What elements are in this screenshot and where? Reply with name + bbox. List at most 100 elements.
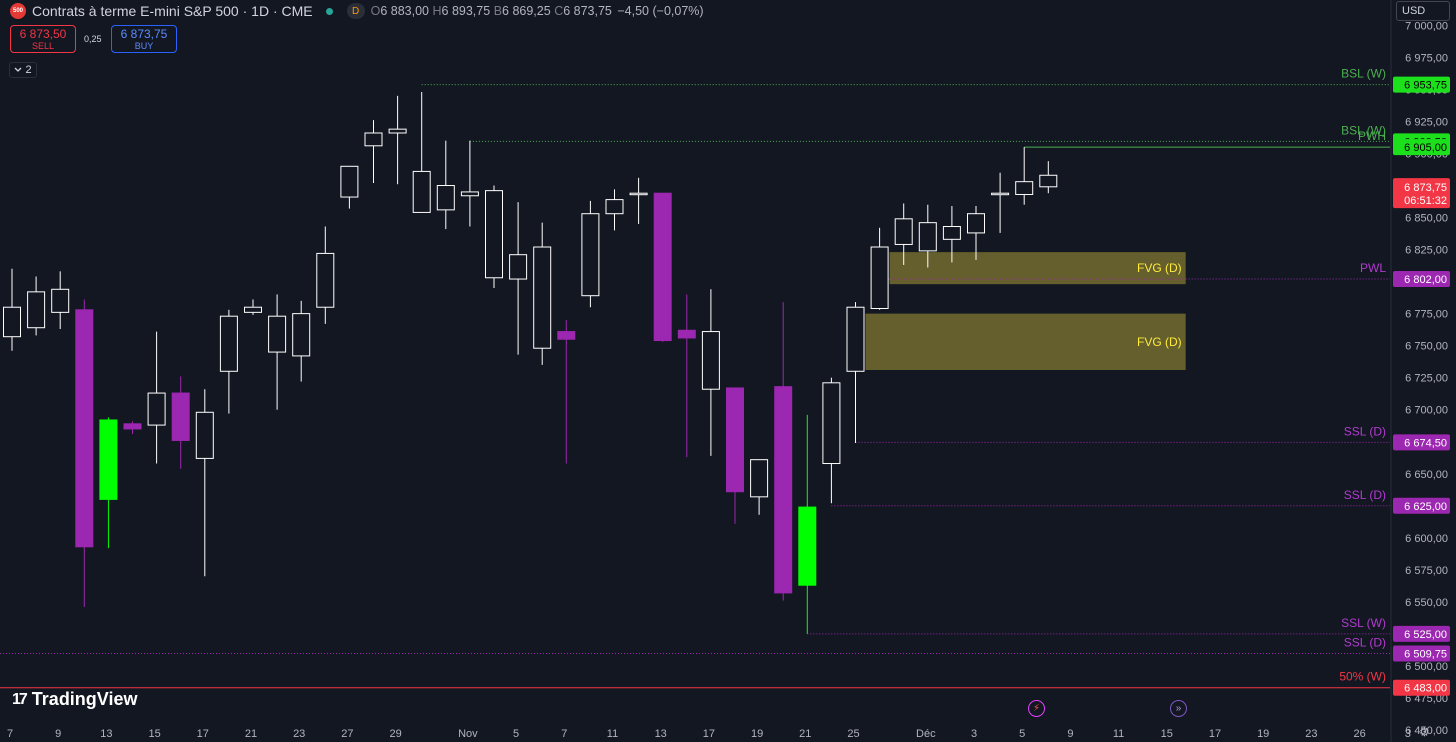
level-price-tag <box>1393 645 1450 662</box>
level-price-tag-text: 6 509,75 <box>1404 648 1447 660</box>
candle <box>364 120 383 183</box>
x-tick-label: 19 <box>751 728 763 740</box>
x-tick-label: 23 <box>1305 728 1317 740</box>
candle <box>1039 161 1058 194</box>
candle <box>460 140 479 227</box>
level-price-tag-text: 6 905,00 <box>1404 142 1447 154</box>
x-tick-label: 26 <box>1353 728 1365 740</box>
candle-body <box>75 309 94 548</box>
last-price-countdown: 06:51:32 <box>1404 195 1447 207</box>
candle-body <box>316 252 335 308</box>
level-price-tag-text: 6 953,75 <box>1404 80 1447 92</box>
x-tick-label: 3 <box>971 728 977 740</box>
x-tick-label: 15 <box>148 728 160 740</box>
x-tick-label: 7 <box>561 728 567 740</box>
economic-event-icon[interactable]: ⚡ <box>1028 700 1045 717</box>
y-tick-label: 6 450,00 <box>1405 725 1448 737</box>
x-tick-label: 5 <box>1019 728 1025 740</box>
x-tick-label: Nov <box>458 728 478 740</box>
fvg-label: FVG (D) <box>1137 261 1182 275</box>
candle <box>918 204 937 268</box>
level-label: PWH <box>1358 129 1386 143</box>
candle <box>1015 147 1034 205</box>
candle-body <box>798 506 817 586</box>
y-tick-label: 6 925,00 <box>1405 116 1448 128</box>
candle <box>195 389 214 577</box>
buy-button[interactable]: 6 873,75 BUY <box>111 25 177 53</box>
candle-body <box>485 190 503 279</box>
y-tick-label: 6 600,00 <box>1405 533 1448 545</box>
x-tick-label: 5 <box>513 728 519 740</box>
candle-body <box>991 192 1010 196</box>
y-tick-label: 6 775,00 <box>1405 309 1448 321</box>
candle-body <box>822 382 841 465</box>
symbol-logo-icon[interactable]: 500 <box>10 3 26 19</box>
x-tick-label: 17 <box>1209 728 1221 740</box>
x-tick-label: 25 <box>847 728 859 740</box>
level-label: SSL (D) <box>1344 635 1386 649</box>
y-tick-label: 7 000,00 <box>1405 20 1448 32</box>
x-tick-label: 9 <box>1067 728 1073 740</box>
candle-body <box>942 226 961 240</box>
level-label: SSL (D) <box>1344 488 1386 502</box>
x-tick-label: 13 <box>655 728 667 740</box>
candle <box>629 177 648 224</box>
candle <box>244 299 262 315</box>
indicators-toggle-button[interactable]: 2 <box>9 62 37 78</box>
level-price-tag-text: 6 525,00 <box>1404 629 1447 641</box>
candle <box>219 309 238 414</box>
candle <box>798 414 817 634</box>
candle-body <box>171 392 190 441</box>
level-price-tag <box>1393 679 1450 696</box>
candle <box>894 203 913 265</box>
candle <box>581 200 600 308</box>
candle <box>316 226 335 324</box>
currency-selector[interactable]: USD <box>1396 1 1450 21</box>
candle-body <box>605 199 624 215</box>
candle <box>268 294 287 410</box>
level-price-tag-text: 6 483,00 <box>1404 683 1447 695</box>
candle <box>605 189 624 231</box>
y-tick-label: 6 475,00 <box>1405 693 1448 705</box>
candle <box>99 417 118 549</box>
level-price-tag <box>1393 625 1450 642</box>
symbol-title[interactable]: Contrats à terme E-mini S&P 500 · 1D · C… <box>32 3 313 19</box>
candle-body <box>147 392 166 426</box>
time-axis: 7 9 13 15 17 21 23 27 29 Nov 5 7 11 13 17 19 21 25 Déc 3 5 9 1… <box>7 728 1411 740</box>
contract-rollover-icon[interactable]: » <box>1170 700 1187 717</box>
buy-label: BUY <box>134 41 154 51</box>
x-tick-label: 19 <box>1257 728 1269 740</box>
y-tick-label: 6 700,00 <box>1405 405 1448 417</box>
candle-body <box>388 128 407 134</box>
x-tick-label: 9 <box>55 728 61 740</box>
delayed-data-badge[interactable]: D <box>346 3 365 19</box>
last-price-value: 6 873,75 <box>1404 182 1447 194</box>
chevron-down-icon <box>14 67 22 72</box>
candle-body <box>268 315 287 353</box>
candle <box>846 302 865 444</box>
candle-body <box>412 170 431 213</box>
candle <box>653 192 672 342</box>
fvg-zones: FVG (D) FVG (D) <box>865 252 1186 370</box>
candle <box>51 271 70 330</box>
fvg-zone <box>865 313 1186 370</box>
candle-body <box>701 331 720 390</box>
x-tick-label: 21 <box>245 728 257 740</box>
candle <box>557 320 576 464</box>
level-label: BSL (W) <box>1341 123 1386 137</box>
candle-body <box>774 386 793 594</box>
sell-button[interactable]: 6 873,50 SELL <box>10 25 76 53</box>
candle <box>340 165 359 209</box>
x-tick-label: Déc <box>916 728 936 740</box>
candle-body <box>509 254 528 280</box>
settings-gear-icon[interactable]: ⚙ <box>1419 725 1430 739</box>
candle <box>750 459 769 515</box>
candle-body <box>846 306 865 372</box>
tradingview-logo[interactable]: 17 TradingView <box>12 689 138 710</box>
fvg-label: FVG (D) <box>1137 335 1182 349</box>
market-open-icon[interactable] <box>319 3 341 19</box>
x-tick-label: 27 <box>341 728 353 740</box>
low-value: 6 869,25 <box>502 4 551 18</box>
level-price-tag <box>1393 139 1450 156</box>
